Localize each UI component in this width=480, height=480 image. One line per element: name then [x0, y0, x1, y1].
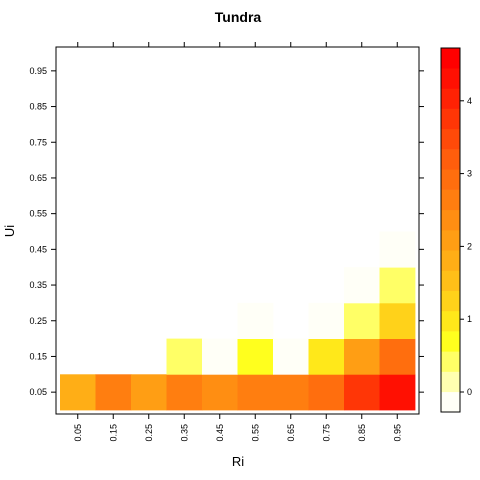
- heatmap-cell: [273, 374, 309, 411]
- heatmap-cell: [308, 302, 345, 339]
- heatmap-cell: [379, 267, 416, 304]
- heatmap-cell: [379, 231, 416, 268]
- heatmap-cell: [131, 374, 167, 411]
- heatmap-cell: [202, 338, 238, 375]
- y-tick-label: 0.15: [29, 351, 47, 361]
- heatmap-cell: [344, 338, 380, 375]
- colorbar-segment: [441, 250, 460, 271]
- heatmap-cell: [308, 338, 345, 375]
- y-tick-label: 0.65: [29, 173, 47, 183]
- colorbar-segment: [441, 371, 460, 393]
- y-tick-label: 0.85: [29, 102, 47, 112]
- y-tick-label: 0.55: [29, 209, 47, 219]
- colorbar-segment: [441, 270, 460, 291]
- x-tick-label: 0.25: [144, 424, 154, 442]
- heatmap-cell: [344, 302, 380, 339]
- heatmap-cell: [202, 374, 238, 411]
- colorbar-tick-label: 3: [467, 169, 472, 179]
- heatmap-cell: [273, 338, 309, 375]
- colorbar-segment: [441, 230, 460, 251]
- x-tick-label: 0.15: [108, 424, 118, 442]
- heatmap-cell: [237, 374, 274, 411]
- x-axis-label: Ri: [232, 454, 244, 469]
- y-tick-label: 0.25: [29, 316, 47, 326]
- colorbar-segment: [441, 68, 460, 89]
- heatmap-cell: [344, 374, 380, 411]
- colorbar-segment: [441, 290, 460, 312]
- colorbar-frame: [440, 47, 461, 413]
- colorbar-segment: [441, 149, 460, 170]
- x-tick-label: 0.05: [73, 424, 83, 442]
- colorbar: 0 1 2 3 4: [440, 47, 472, 413]
- colorbar-segment: [441, 48, 460, 69]
- y-axis-label: Ui: [2, 225, 17, 237]
- x-axis: 0.05 0.15 0.25 0.35 0.45 0.55 0.65 0.75 0.85 0.95: [73, 42, 402, 442]
- heatmap-cell: [60, 374, 96, 411]
- colorbar-tick-label: 2: [467, 241, 472, 251]
- y-tick-label: 0.95: [29, 66, 47, 76]
- y-tick-label: 0.05: [29, 387, 47, 397]
- chart-title: Tundra: [215, 9, 262, 25]
- heatmap-cell: [344, 267, 380, 304]
- heatmap-cell: [308, 374, 345, 411]
- heatmap-cell: [166, 338, 203, 375]
- heatmap-cell: [379, 374, 416, 411]
- heatmap-cell: [237, 302, 274, 339]
- y-axis: 0.05 0.15 0.25 0.35 0.45 0.55 0.65 0.75 0.85 0.95: [29, 66, 424, 397]
- colorbar-tick-label: 0: [467, 387, 472, 397]
- colorbar-segment: [441, 351, 460, 372]
- x-tick-label: 0.75: [321, 424, 331, 442]
- x-tick-label: 0.95: [392, 424, 402, 442]
- colorbar-segment: [441, 391, 460, 413]
- colorbar-segment: [441, 209, 460, 231]
- colorbar-segment: [441, 310, 460, 332]
- heatmap-cell: [379, 338, 416, 375]
- heatmap-cell: [95, 374, 132, 411]
- heatmap-cell: [237, 338, 274, 375]
- heatmap-cell: [166, 374, 203, 411]
- colorbar-segment: [441, 108, 460, 130]
- colorbar-tick-label: 4: [467, 96, 472, 106]
- heatmap-cells: [60, 231, 416, 411]
- heatmap-cell: [379, 302, 416, 339]
- y-tick-label: 0.75: [29, 137, 47, 147]
- x-tick-label: 0.55: [250, 424, 260, 442]
- x-tick-label: 0.45: [215, 424, 225, 442]
- colorbar-segment: [441, 128, 460, 150]
- x-tick-label: 0.65: [286, 424, 296, 442]
- x-tick-label: 0.85: [357, 424, 367, 442]
- y-tick-label: 0.45: [29, 244, 47, 254]
- colorbar-segment: [441, 331, 460, 352]
- x-tick-label: 0.35: [179, 424, 189, 442]
- colorbar-segment: [441, 169, 460, 190]
- plot-frame: [55, 46, 420, 415]
- colorbar-segment: [441, 189, 460, 211]
- colorbar-segment: [441, 88, 460, 109]
- colorbar-tick-label: 1: [467, 314, 472, 324]
- y-tick-label: 0.35: [29, 280, 47, 290]
